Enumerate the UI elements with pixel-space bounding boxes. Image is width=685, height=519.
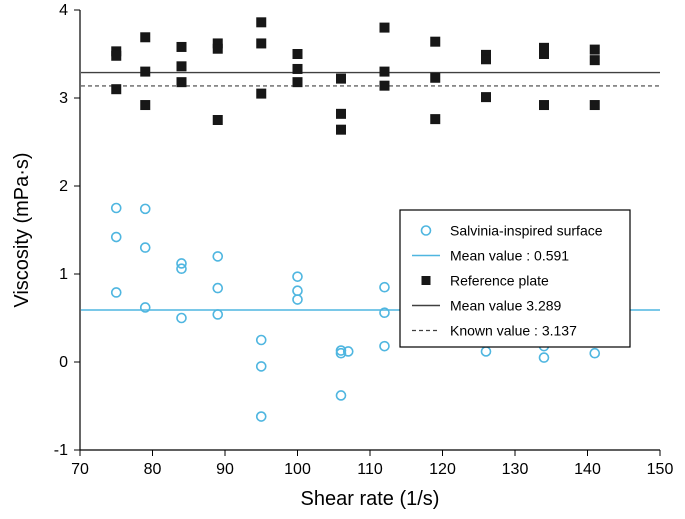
- data-point-reference: [431, 37, 440, 46]
- x-tick-label: 130: [502, 461, 529, 478]
- data-point-reference: [482, 93, 491, 102]
- y-tick-label: 3: [59, 90, 68, 107]
- data-point-salvinia: [257, 336, 266, 345]
- y-axis-label: Viscosity (mPa·s): [11, 152, 33, 307]
- legend: Salvinia-inspired surface Mean value : 0.…: [400, 210, 630, 347]
- data-point-reference: [177, 42, 186, 51]
- y-tick-label: 2: [59, 178, 68, 195]
- viscosity-scatter-chart: 70 80 90 100 110 120 130 140 150 -1 0 1 2 3 4 Shear rat…: [0, 0, 685, 519]
- legend-item-label: Salvinia-inspired surface: [450, 223, 603, 239]
- data-point-reference: [337, 109, 346, 118]
- data-point-reference: [213, 44, 222, 53]
- x-tick-label: 150: [647, 461, 674, 478]
- data-point-salvinia: [293, 295, 302, 304]
- data-point-salvinia: [213, 284, 222, 293]
- data-point-reference: [177, 78, 186, 87]
- data-point-reference: [431, 115, 440, 124]
- x-tick-label: 120: [429, 461, 456, 478]
- data-point-reference: [112, 51, 121, 60]
- legend-item-label: Mean value : 0.591: [450, 248, 569, 264]
- x-tick-label: 90: [216, 461, 234, 478]
- y-tick-label: 4: [59, 2, 68, 19]
- data-point-salvinia: [293, 272, 302, 281]
- data-point-reference: [141, 33, 150, 42]
- data-point-reference: [257, 89, 266, 98]
- data-point-reference: [293, 50, 302, 59]
- data-point-salvinia: [380, 342, 389, 351]
- y-tick-label: -1: [54, 442, 68, 459]
- data-point-reference: [337, 74, 346, 83]
- data-point-reference: [257, 18, 266, 27]
- data-point-reference: [590, 56, 599, 65]
- x-tick-label: 100: [284, 461, 311, 478]
- data-point-reference: [257, 39, 266, 48]
- data-point-reference: [540, 50, 549, 59]
- data-point-salvinia: [177, 314, 186, 323]
- data-point-salvinia: [141, 204, 150, 213]
- x-axis-label: Shear rate (1/s): [301, 488, 440, 510]
- data-point-reference: [293, 78, 302, 87]
- data-point-reference: [213, 116, 222, 125]
- data-point-salvinia: [337, 391, 346, 400]
- data-point-salvinia: [293, 286, 302, 295]
- data-point-salvinia: [380, 283, 389, 292]
- data-point-reference: [482, 55, 491, 64]
- data-point-salvinia: [540, 353, 549, 362]
- data-point-salvinia: [257, 362, 266, 371]
- data-point-reference: [380, 23, 389, 32]
- chart-svg: 70 80 90 100 110 120 130 140 150 -1 0 1 2 3 4 Shear rat…: [0, 0, 685, 519]
- data-point-salvinia: [141, 243, 150, 252]
- x-tick-label: 110: [357, 461, 383, 478]
- data-point-reference: [431, 73, 440, 82]
- data-point-reference: [337, 125, 346, 134]
- y-tick-label: 1: [59, 266, 68, 283]
- data-point-salvinia: [112, 288, 121, 297]
- data-point-reference: [590, 45, 599, 54]
- data-point-reference: [141, 101, 150, 110]
- data-point-salvinia: [590, 349, 599, 358]
- data-point-salvinia: [112, 233, 121, 242]
- x-tick-label: 80: [144, 461, 162, 478]
- data-point-reference: [112, 85, 121, 94]
- data-point-reference: [141, 67, 150, 76]
- y-tick-label: 0: [59, 354, 68, 371]
- data-point-reference: [380, 67, 389, 76]
- x-tick-label: 140: [574, 461, 601, 478]
- data-point-salvinia: [482, 347, 491, 356]
- data-point-reference: [293, 64, 302, 73]
- data-point-salvinia: [213, 310, 222, 319]
- data-point-salvinia: [112, 204, 121, 213]
- data-point-reference: [540, 101, 549, 110]
- data-point-salvinia: [257, 412, 266, 421]
- data-point-reference: [177, 62, 186, 71]
- legend-marker-icon: [422, 276, 431, 285]
- data-point-reference: [380, 81, 389, 90]
- data-point-reference: [590, 101, 599, 110]
- legend-item-label: Reference plate: [450, 273, 549, 289]
- legend-item-label: Mean value 3.289: [450, 298, 562, 314]
- x-tick-label: 70: [71, 461, 89, 478]
- legend-item-label: Known value : 3.137: [450, 323, 577, 339]
- data-point-salvinia: [213, 252, 222, 261]
